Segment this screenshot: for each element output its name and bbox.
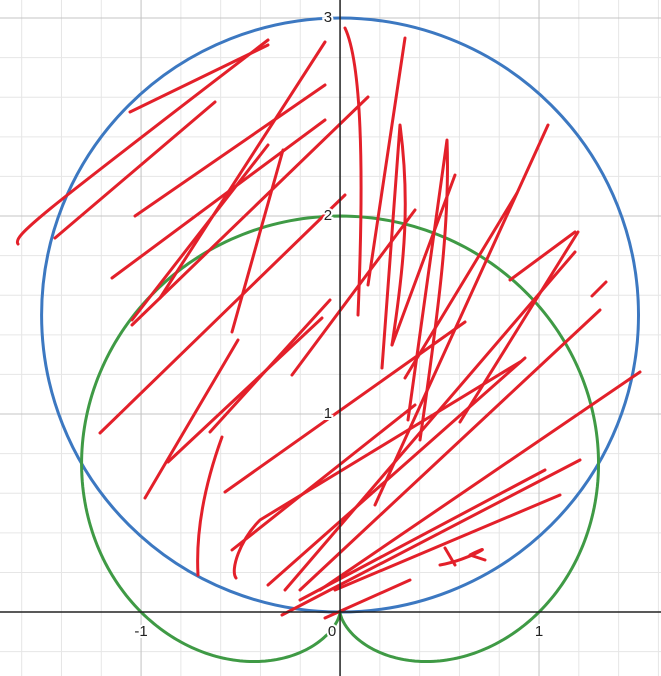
- scribble: [280, 458, 582, 617]
- x-tick-label: 0: [328, 623, 336, 640]
- y-tick-label: 1: [324, 405, 332, 422]
- scribble: [166, 316, 324, 464]
- scribble: [232, 360, 522, 580]
- scribble: [158, 40, 327, 300]
- scribble: [298, 468, 547, 602]
- scribble: [143, 338, 240, 500]
- scribble: [298, 308, 602, 592]
- scribble: [98, 193, 347, 435]
- scribble: [590, 280, 608, 298]
- scribble: [318, 370, 642, 592]
- scribble: [266, 356, 527, 587]
- scribble: [366, 36, 407, 287]
- x-tick-label: 1: [535, 623, 543, 640]
- scribble: [438, 548, 487, 567]
- scribble: [380, 123, 407, 370]
- scribble: [208, 298, 332, 434]
- y-tick-label: 3: [324, 9, 332, 26]
- scribble: [196, 435, 224, 577]
- scribble: [373, 123, 550, 507]
- scribble: [508, 230, 577, 282]
- scribble: [343, 26, 363, 317]
- scribble: [133, 83, 327, 218]
- y-tick-label: 2: [324, 207, 332, 224]
- scribble: [230, 148, 285, 334]
- scribble: [403, 191, 519, 380]
- scribble: [110, 118, 327, 280]
- scribble: [333, 493, 562, 592]
- scribble: [390, 173, 457, 347]
- scribble: [53, 100, 217, 240]
- scribble: [15, 38, 270, 246]
- scribble: [406, 138, 450, 442]
- scribble: [283, 250, 577, 592]
- scribble: [223, 320, 467, 494]
- scribble: [290, 208, 417, 377]
- scribble: [130, 95, 370, 327]
- scribble: [443, 546, 457, 567]
- x-tick-label: -1: [134, 623, 147, 640]
- scribble: [230, 403, 417, 552]
- scribbles: [15, 26, 642, 620]
- scribble: [130, 143, 270, 322]
- scribble: [458, 230, 580, 424]
- scribble: [128, 43, 270, 114]
